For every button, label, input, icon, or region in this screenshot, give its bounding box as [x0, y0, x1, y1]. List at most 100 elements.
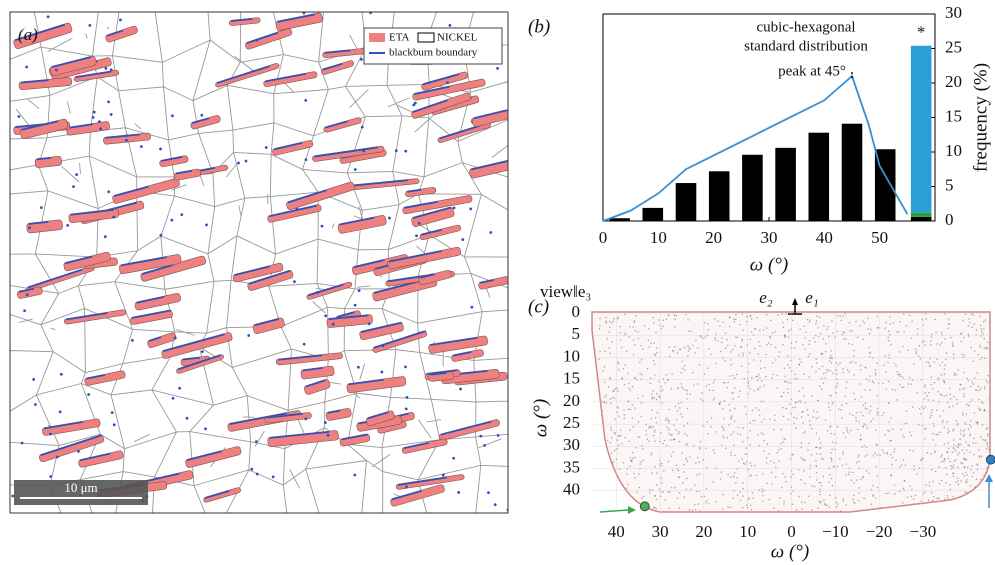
texture-dot: [685, 444, 687, 446]
texture-dot: [941, 421, 944, 424]
texture-dot: [872, 418, 874, 420]
texture-dot: [979, 315, 981, 318]
texture-dot: [899, 490, 901, 493]
texture-dot: [698, 461, 700, 463]
blue-dot: [17, 115, 21, 118]
texture-dot: [832, 372, 834, 374]
texture-dot: [808, 442, 810, 444]
eta-body: [39, 434, 105, 463]
texture-dot: [651, 393, 653, 395]
direction-label: e₂: [759, 288, 773, 307]
texture-dot: [805, 331, 807, 333]
texture-dot: [828, 336, 830, 338]
texture-dot: [816, 315, 818, 318]
bar: [808, 132, 830, 221]
texture-dot: [841, 404, 843, 406]
texture-dot: [651, 452, 653, 455]
texture-dot: [599, 317, 601, 320]
eta-body: [339, 433, 371, 447]
texture-dot: [967, 325, 970, 327]
texture-dot: [884, 434, 886, 436]
texture-dot: [906, 496, 909, 498]
texture-dot: [815, 371, 817, 373]
texture-dot: [815, 320, 818, 322]
texture-dot: [981, 424, 984, 426]
texture-dot: [983, 500, 985, 502]
texture-dot: [639, 361, 641, 364]
arrow-head: [985, 474, 993, 482]
texture-dot: [714, 337, 716, 339]
eta-plate: [275, 352, 343, 366]
texture-dot: [610, 452, 613, 454]
texture-dot: [609, 326, 611, 328]
texture-dot: [929, 416, 931, 419]
blackburn-edge: [269, 431, 330, 439]
blue-dot: [404, 149, 408, 153]
texture-dot: [891, 456, 894, 459]
texture-dot: [734, 387, 736, 389]
texture-dot: [611, 502, 613, 504]
texture-dot: [934, 318, 936, 321]
texture-dot: [594, 449, 596, 451]
eta-plate: [134, 293, 181, 311]
texture-dot: [806, 409, 808, 411]
texture-dot: [924, 344, 926, 346]
blue-dot: [49, 432, 52, 436]
texture-dot: [696, 383, 699, 385]
texture-dot: [957, 369, 960, 371]
texture-dot: [930, 376, 933, 378]
texture-dot: [864, 455, 866, 457]
texture-dot: [876, 327, 879, 329]
texture-dot: [804, 482, 806, 485]
blue-dot: [381, 344, 385, 348]
blackburn-edge: [106, 29, 124, 37]
texture-dot: [952, 345, 954, 347]
texture-dot: [960, 332, 963, 335]
texture-dot: [965, 413, 968, 415]
texture-dot: [835, 501, 837, 504]
texture-dot: [826, 328, 828, 330]
texture-dot: [816, 453, 818, 455]
texture-dot: [947, 457, 950, 460]
texture-dot: [932, 423, 934, 425]
texture-dot: [703, 495, 705, 498]
texture-dot: [821, 377, 823, 380]
y-tick-label: 30: [563, 435, 580, 454]
texture-dot: [765, 353, 767, 356]
blackburn-edge: [113, 185, 149, 197]
texture-dot: [894, 389, 897, 392]
texture-dot: [736, 476, 738, 479]
eta-plate: [42, 418, 101, 436]
blue-dot: [255, 472, 259, 476]
texture-dot: [677, 476, 680, 478]
blue-dot: [415, 234, 418, 238]
texture-dot: [957, 446, 959, 449]
texture-dot: [875, 465, 877, 468]
texture-dot: [863, 445, 866, 447]
texture-dot: [821, 388, 823, 390]
texture-dot: [655, 421, 658, 424]
texture-dot: [990, 504, 991, 505]
texture-dot: [785, 481, 787, 483]
blackburn-edge: [389, 250, 442, 263]
texture-dot: [937, 433, 939, 436]
texture-dot: [720, 341, 723, 344]
texture-dot: [746, 344, 748, 346]
texture-dot: [609, 441, 611, 444]
texture-dot: [813, 337, 815, 339]
texture-dot: [750, 315, 752, 317]
texture-dot: [722, 493, 724, 496]
eta-plate: [401, 438, 448, 454]
texture-dot: [832, 465, 835, 468]
texture-dot: [932, 388, 934, 390]
texture-dot: [967, 466, 969, 468]
texture-dot: [794, 373, 796, 375]
texture-dot: [760, 432, 762, 434]
blackburn-edge: [70, 209, 114, 216]
texture-dot: [593, 510, 596, 512]
texture-dot: [621, 378, 623, 380]
texture-dot: [787, 336, 790, 338]
texture-dot: [960, 497, 962, 499]
texture-dot: [591, 375, 592, 376]
texture-dot: [992, 496, 993, 497]
